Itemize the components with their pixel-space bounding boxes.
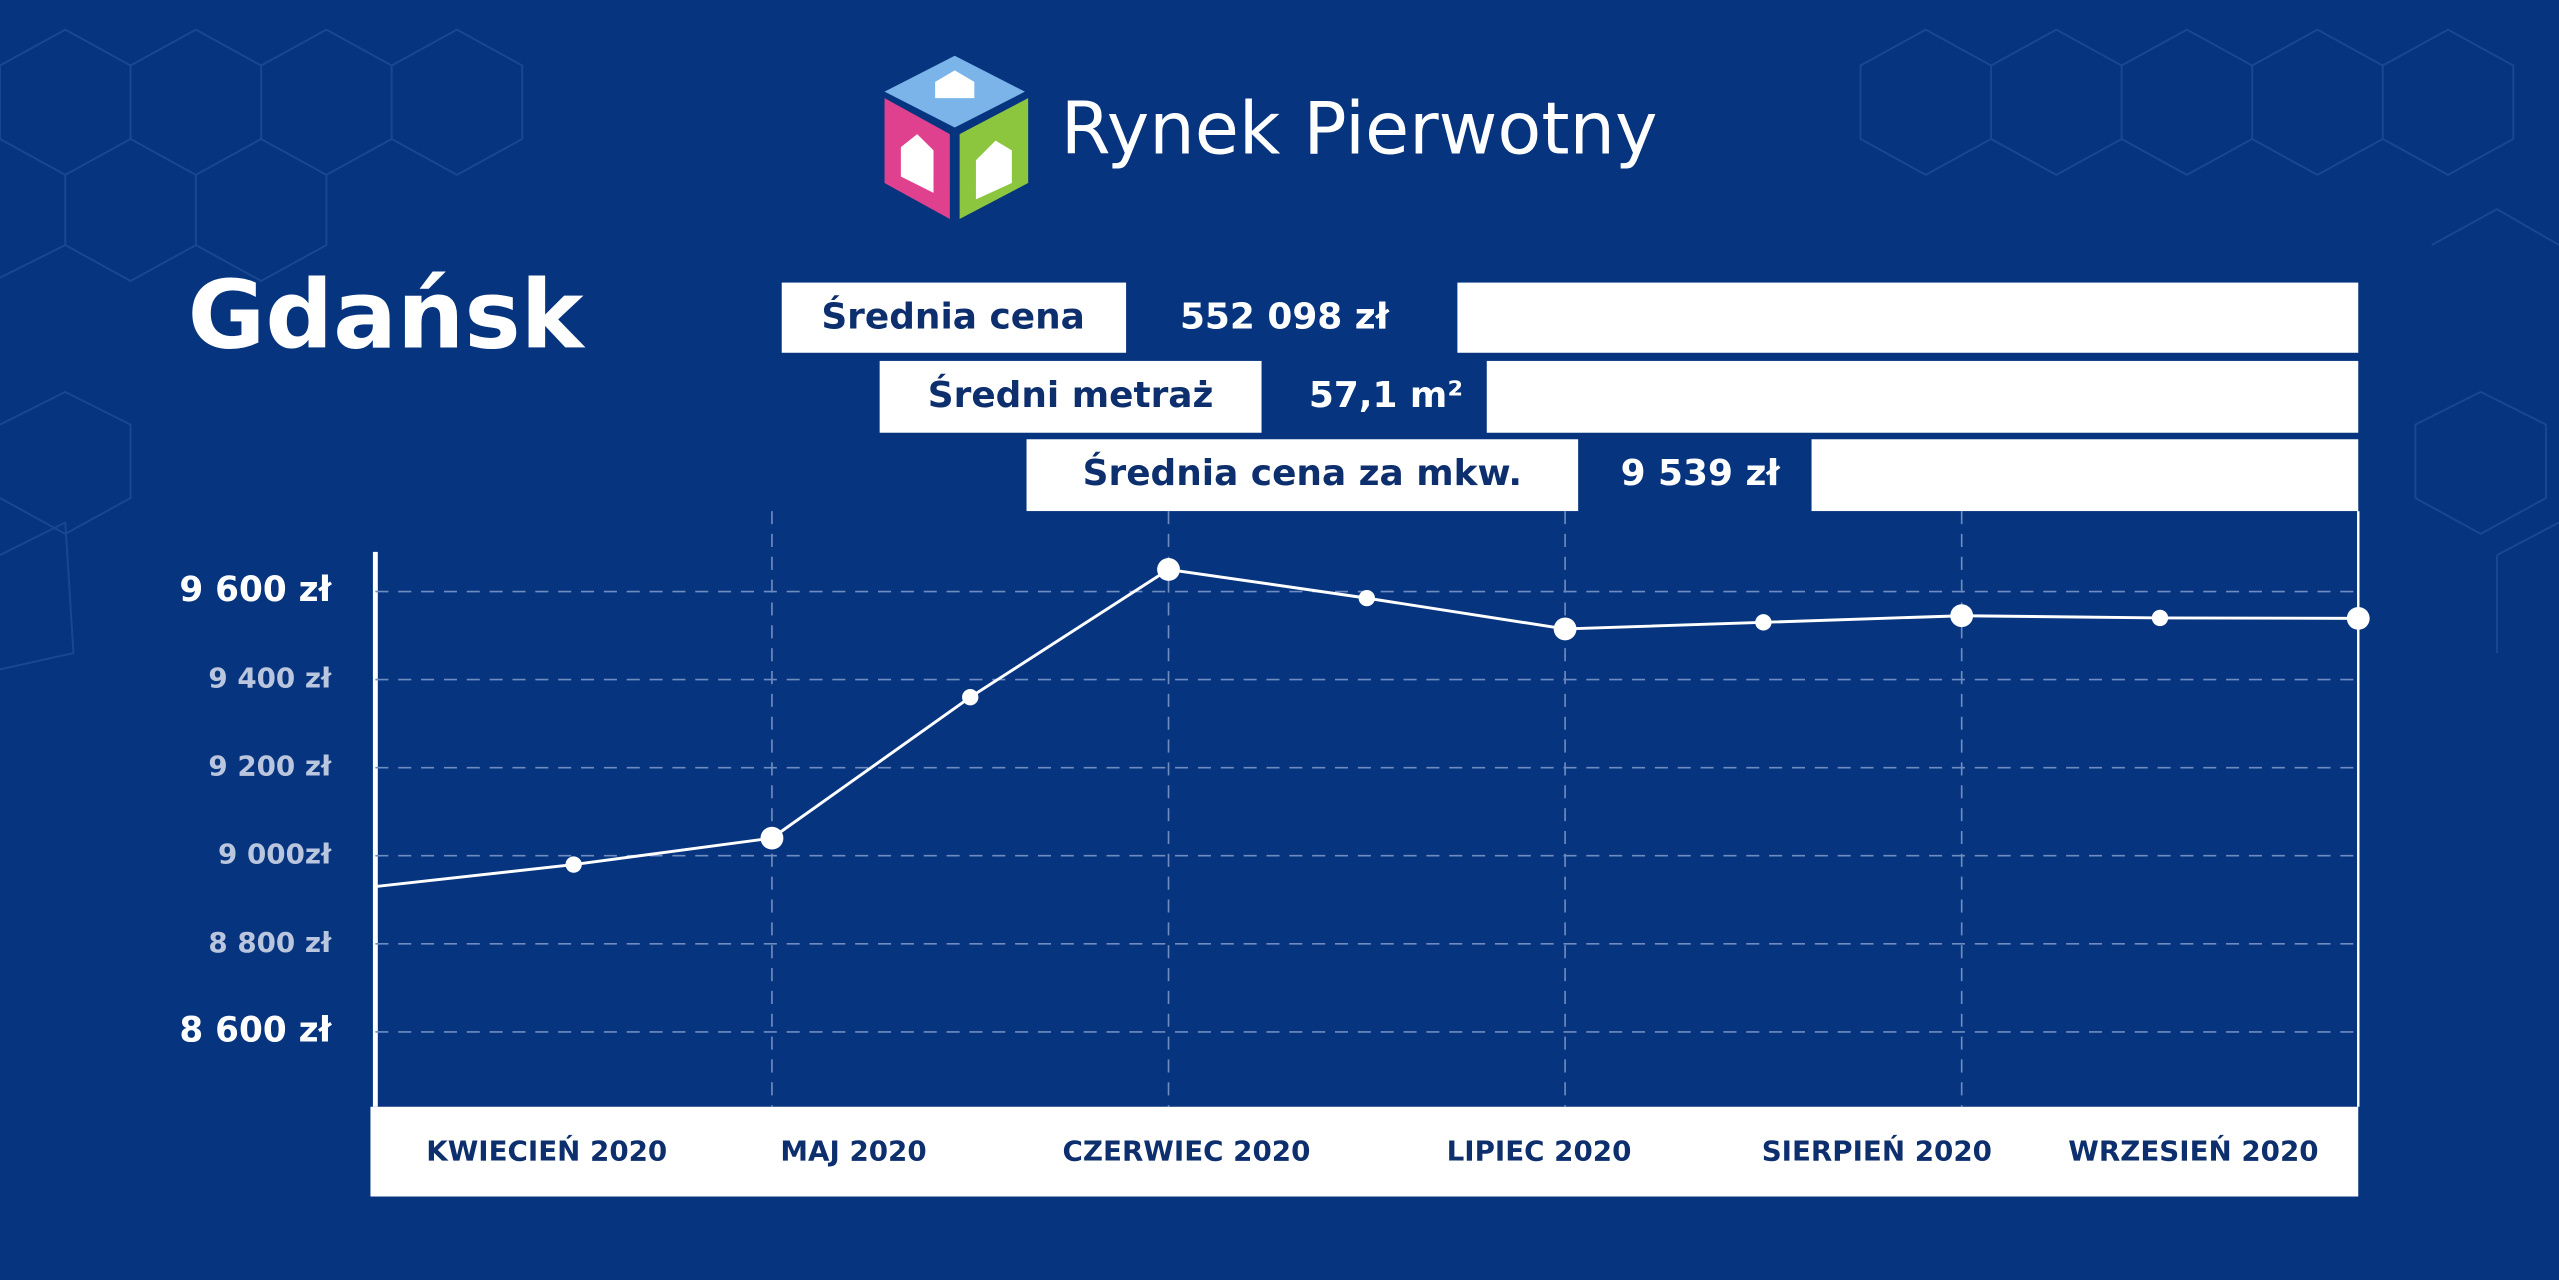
plot: 9 600 zł 9 400 zł 9 200 zł 9 000zł 8 800 zł 8… bbox=[179, 511, 2370, 1167]
logo bbox=[884, 55, 1029, 219]
stat-bar bbox=[1457, 282, 2359, 353]
x-tick-label: WRZESIEŃ 2020 bbox=[2068, 1133, 2318, 1167]
stat-label: Średnia cena bbox=[821, 295, 1085, 337]
point bbox=[1157, 558, 1180, 581]
y-tick-label: 8 600 zł bbox=[179, 1010, 332, 1050]
point bbox=[1358, 589, 1375, 607]
point bbox=[1553, 617, 1577, 641]
y-tick-label: 8 800 zł bbox=[208, 926, 332, 959]
stat-bar bbox=[1811, 439, 2359, 512]
x-tick-label: CZERWIEC 2020 bbox=[1063, 1134, 1311, 1167]
stat-value: 552 098 zł bbox=[1180, 296, 1390, 337]
point bbox=[2151, 609, 2169, 627]
x-tick-label: MAJ 2020 bbox=[780, 1134, 926, 1167]
y-tick-label: 9 200 zł bbox=[208, 750, 332, 783]
logo-house bbox=[975, 140, 1012, 200]
x-tick-label: LIPIEC 2020 bbox=[1447, 1134, 1632, 1167]
stat-label-box bbox=[1026, 439, 1579, 512]
city-title: Gdańsk bbox=[188, 261, 586, 371]
point bbox=[565, 856, 582, 873]
stat-bar bbox=[1486, 360, 2359, 433]
y-tick-label: 9 400 zł bbox=[208, 662, 332, 695]
stat-label: Średni metraż bbox=[928, 374, 1214, 416]
logo-house bbox=[935, 70, 975, 99]
point bbox=[2346, 606, 2370, 630]
x-tick-label: SIERPIEŃ 2020 bbox=[1762, 1133, 1992, 1167]
stat-label: Średnia cena za mkw. bbox=[1083, 452, 1522, 494]
logo-house bbox=[900, 134, 934, 193]
x-label-band bbox=[370, 1106, 2359, 1197]
brand: Rynek Pierwotny bbox=[1061, 87, 1658, 171]
stat-label-box bbox=[879, 360, 1262, 433]
y-tick-label: 9 000zł bbox=[218, 838, 332, 871]
y-tick-label: 9 600 zł bbox=[179, 570, 332, 610]
point bbox=[1755, 614, 1772, 631]
point bbox=[760, 826, 784, 850]
x-tick-label: KWIECIEŃ 2020 bbox=[426, 1133, 667, 1167]
stat-value: 57,1 m² bbox=[1309, 375, 1463, 416]
stat-value: 9 539 zł bbox=[1621, 453, 1781, 494]
point bbox=[962, 689, 979, 706]
stat-label-box bbox=[781, 282, 1127, 353]
point bbox=[1950, 604, 1974, 628]
hex-pattern bbox=[0, 28, 2559, 671]
